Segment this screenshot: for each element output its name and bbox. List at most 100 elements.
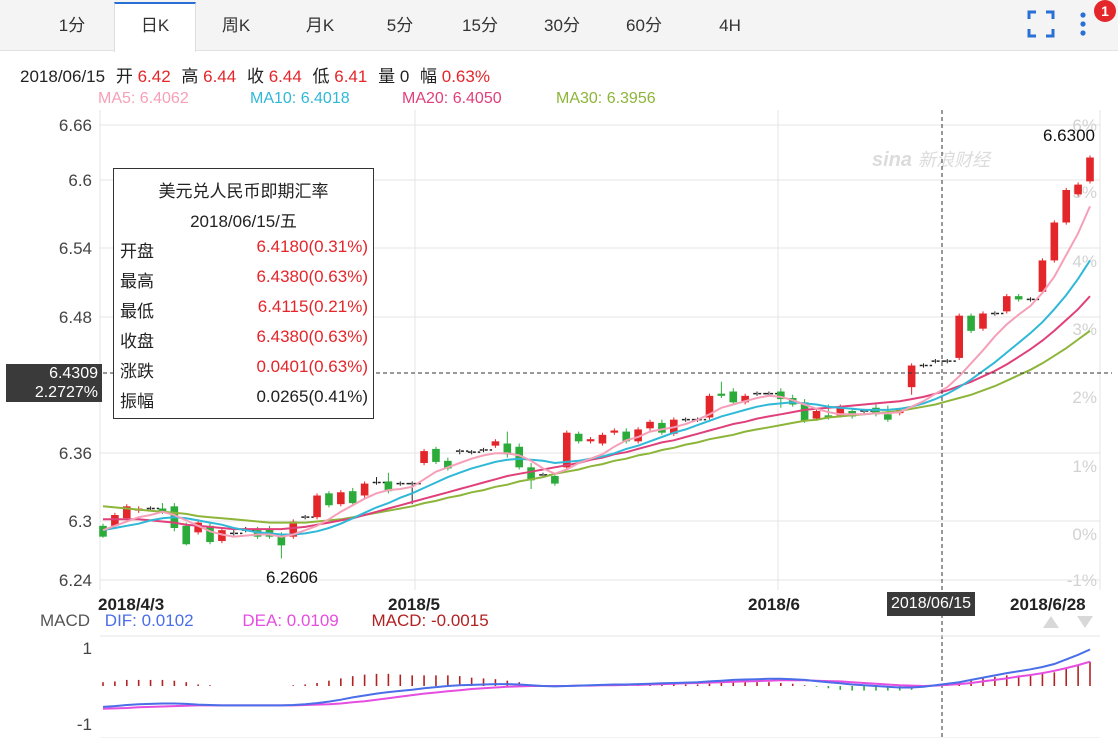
candle-body xyxy=(444,460,452,469)
crosshair-price-tag: 6.4309 2.2727% xyxy=(6,364,102,402)
ma5-line xyxy=(102,205,1091,538)
candle-body xyxy=(111,515,119,526)
tab-15min[interactable]: 15分 xyxy=(462,16,498,35)
macd-name: MACD xyxy=(40,611,91,630)
fullscreen-icon[interactable] xyxy=(1027,10,1055,38)
info-low-label: 低 xyxy=(312,67,330,86)
tab-5min[interactable]: 5分 xyxy=(386,16,414,35)
info-open-label: 开 xyxy=(115,67,133,86)
tab-30min[interactable]: 30分 xyxy=(544,16,580,35)
candle-body xyxy=(729,391,738,403)
info-date: 2018/06/15 xyxy=(20,67,106,86)
tab-daily-k[interactable]: 日K xyxy=(114,2,196,52)
candle-body xyxy=(705,395,714,418)
candle-body xyxy=(562,432,571,468)
candle-body xyxy=(253,530,262,537)
candle-body xyxy=(194,522,202,533)
pct-axis-tick-label: 4% xyxy=(1072,252,1097,271)
candle-body xyxy=(1002,296,1011,312)
tab-60min[interactable]: 60分 xyxy=(626,16,662,35)
crosshair-date-tag: 2018/06/15 xyxy=(887,592,976,616)
tab-1min[interactable]: 1分 xyxy=(58,16,86,35)
candle-body xyxy=(348,491,357,504)
candle-body xyxy=(967,315,975,331)
info-amp: 0.63% xyxy=(441,67,490,86)
candle-body xyxy=(884,414,892,420)
candle-body xyxy=(420,451,428,463)
candle-body xyxy=(1074,184,1082,195)
candle-body xyxy=(717,393,726,396)
candle-body xyxy=(800,402,809,421)
info-vol: 0 xyxy=(399,67,410,86)
scroll-down-icon xyxy=(1077,616,1093,628)
candle-body xyxy=(337,492,345,505)
candle-body xyxy=(824,415,833,418)
tab-monthly-k[interactable]: 月K xyxy=(305,16,335,35)
tooltip-label: 收盘 xyxy=(120,332,154,351)
candle-body xyxy=(598,434,607,444)
candle-body xyxy=(503,443,512,455)
candle-body xyxy=(741,395,749,403)
candle-body xyxy=(515,446,524,468)
candle-body xyxy=(812,411,821,419)
candle-body xyxy=(955,315,963,358)
candle-body xyxy=(360,483,369,496)
info-vol-label: 量 xyxy=(378,67,396,86)
candle-body xyxy=(122,506,131,519)
tooltip-value: 0.0401(0.63%) xyxy=(256,357,368,376)
min-price-label: 6.2606 xyxy=(266,568,318,587)
ohlc-info-bar: 2018/06/15 开 6.42 高 6.44 收 6.44 低 6.41 量… xyxy=(20,62,490,87)
candle-body xyxy=(99,525,107,537)
info-open: 6.42 xyxy=(137,67,171,86)
macd-dif: DIF: 0.0102 xyxy=(104,611,194,630)
pct-axis-tick-label: 6% xyxy=(1072,116,1097,135)
tooltip-row: 收盘 6.4380(0.63%) xyxy=(120,327,368,355)
tooltip-value: 6.4115(0.21%) xyxy=(257,297,368,316)
pct-axis-tick-label: 3% xyxy=(1072,320,1097,339)
tooltip-value: 6.4180(0.31%) xyxy=(256,237,368,256)
info-high: 6.44 xyxy=(203,67,237,86)
tooltip-label: 涨跌 xyxy=(120,362,154,381)
candle-body xyxy=(907,365,916,388)
notification-badge[interactable]: 1 xyxy=(1094,0,1116,22)
candle-body xyxy=(979,313,987,329)
candle-body xyxy=(289,521,298,537)
ma20-legend: MA20: 6.4050 xyxy=(402,90,502,107)
macd-tick-label: -1 xyxy=(77,715,92,734)
candle-body xyxy=(646,421,654,429)
candle-body xyxy=(1050,222,1059,261)
tooltip-label: 最低 xyxy=(120,302,154,321)
macd-dea: DEA: 0.0109 xyxy=(242,611,339,630)
pct-axis-tick-label: 0% xyxy=(1072,525,1097,544)
candle-body xyxy=(1062,190,1071,223)
candle-body xyxy=(777,391,785,400)
ma10-legend: MA10: 6.4018 xyxy=(250,90,350,107)
macd-legend: MACD DIF: 0.0102 DEA: 0.0109 MACD: -0.00… xyxy=(40,611,489,631)
y-axis-tick-label: 6.24 xyxy=(59,571,92,590)
period-tab-bar: 1分 日K 周K 月K 5分 15分 30分 60分 4H 1 xyxy=(0,0,1118,52)
candle-body xyxy=(384,481,393,492)
candle-body xyxy=(182,525,191,545)
candle-body xyxy=(527,467,535,481)
pct-axis-tick-label: 2% xyxy=(1072,388,1097,407)
ma20-line xyxy=(103,295,1091,531)
macd-tick-label: 1 xyxy=(83,639,92,658)
macd-dif-line xyxy=(102,648,1091,708)
y-axis-tick-label: 6.6 xyxy=(68,171,92,190)
info-close: 6.44 xyxy=(268,67,302,86)
ma30-legend: MA30: 6.3956 xyxy=(556,90,656,107)
candle-body xyxy=(836,406,845,416)
tab-4h[interactable]: 4H xyxy=(719,16,741,35)
candle-body xyxy=(872,407,880,415)
more-menu-icon[interactable] xyxy=(1078,10,1092,38)
y-axis-tick-label: 6.48 xyxy=(59,308,92,327)
tooltip-row: 涨跌 0.0401(0.63%) xyxy=(120,357,368,385)
ohlc-tooltip: 美元兑人民币即期汇率 2018/06/15/五 开盘 6.4180(0.31%) … xyxy=(113,168,374,419)
candle-body xyxy=(658,422,666,433)
tab-weekly-k[interactable]: 周K xyxy=(221,16,251,35)
info-high-label: 高 xyxy=(181,67,199,86)
candle-body xyxy=(313,495,321,518)
tooltip-row: 最高 6.4380(0.63%) xyxy=(120,267,368,295)
macd-value: MACD: -0.0015 xyxy=(371,611,489,630)
